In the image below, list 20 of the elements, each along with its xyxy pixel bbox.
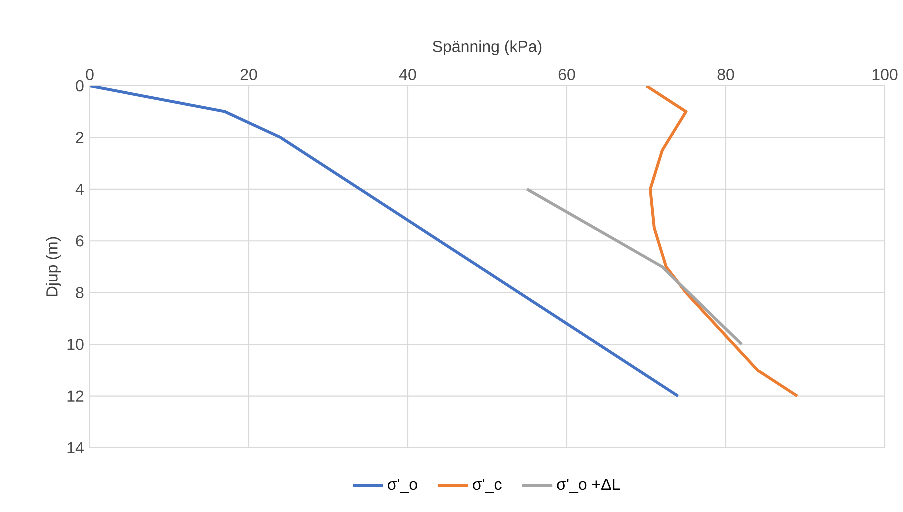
y-tick-label: 12 — [68, 390, 84, 402]
y-tick-label: 6 — [76, 235, 84, 247]
y-tick-label: 0 — [76, 80, 84, 92]
y-tick-label: 2 — [76, 132, 84, 144]
y-tick-label: 8 — [76, 287, 84, 299]
x-tick-label: 20 — [240, 69, 258, 80]
x-tick-label: 40 — [399, 69, 416, 80]
x-tick-label: 100 — [872, 69, 898, 80]
y-tick-label: 10 — [68, 338, 84, 350]
x-tick-label: 0 — [86, 69, 94, 80]
y-axis-title: Djup (m) — [46, 237, 62, 296]
y-tick-label: 14 — [68, 442, 84, 454]
y-tick-label: 4 — [76, 184, 84, 195]
line-series — [90, 86, 680, 398]
legend-label: σ'_o +ΔL — [557, 478, 620, 494]
x-tick-label: 80 — [718, 69, 734, 80]
legend-label: σ'_c — [473, 478, 502, 494]
x-axis-title: Spänning (kPa) — [433, 40, 542, 56]
x-tick-label: 60 — [558, 69, 576, 80]
legend-label: σ'_o — [388, 478, 418, 494]
